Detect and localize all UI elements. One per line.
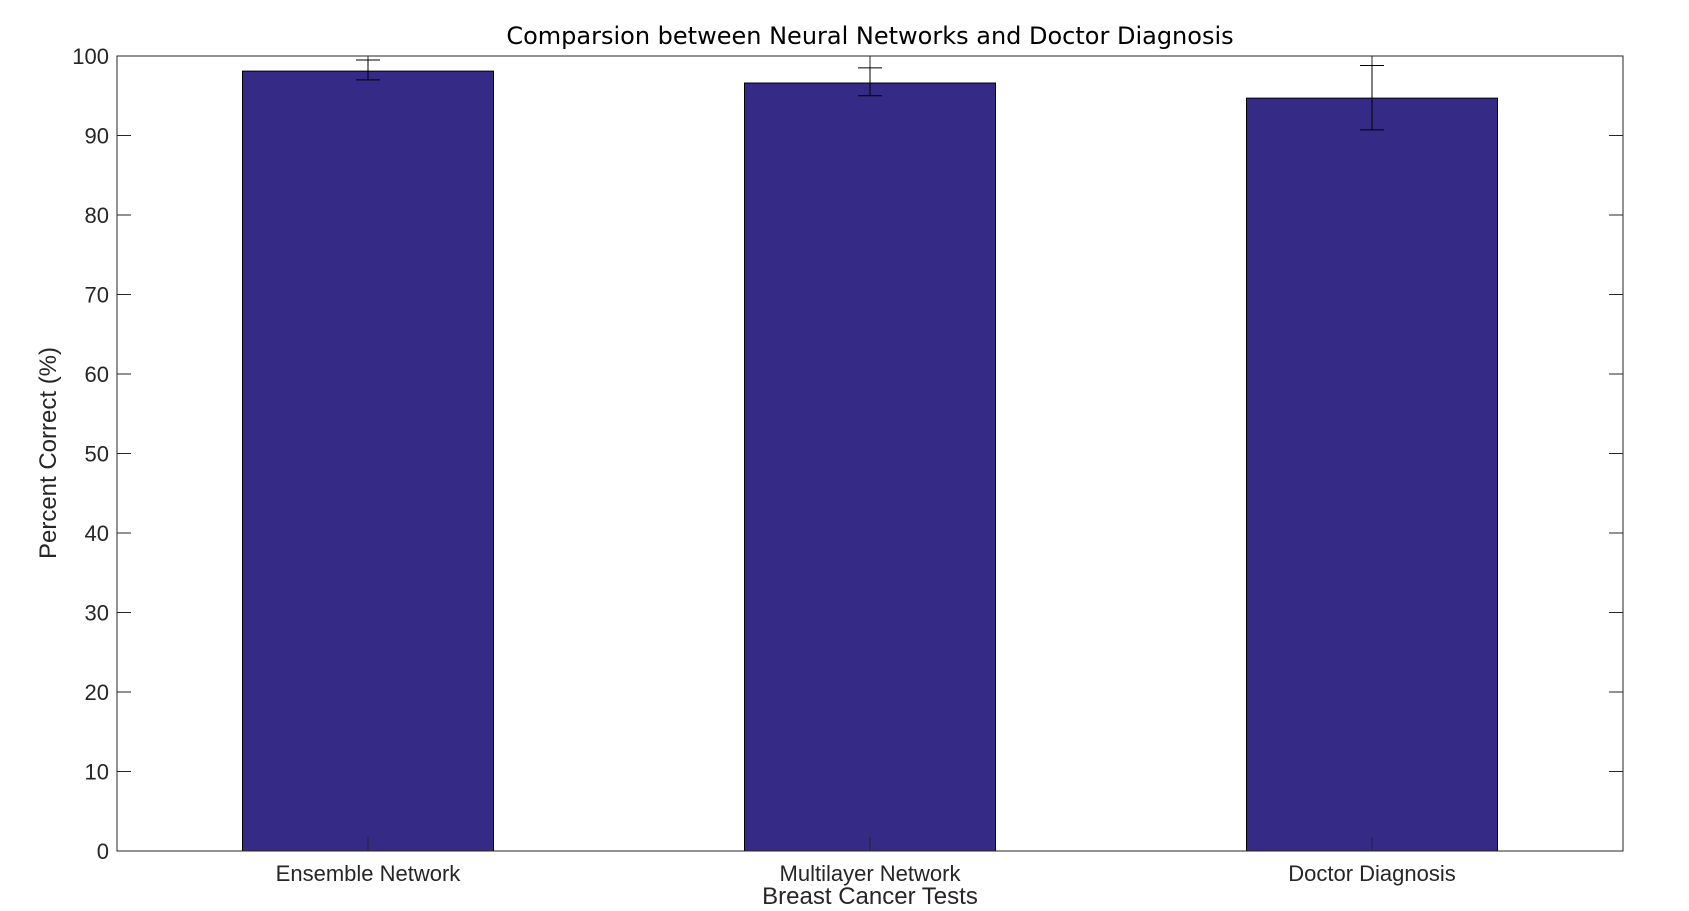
y-tick-label-7: 70 bbox=[85, 283, 109, 308]
bar-1 bbox=[744, 82, 996, 852]
x-axis-title: Breast Cancer Tests bbox=[762, 883, 978, 910]
y-tick-label-0: 0 bbox=[97, 839, 109, 864]
bar-2 bbox=[1246, 97, 1498, 852]
bar-0 bbox=[242, 70, 494, 852]
y-tick-label-5: 50 bbox=[85, 442, 109, 467]
x-tick-label-2: Doctor Diagnosis bbox=[1288, 861, 1456, 886]
y-tick-label-10: 100 bbox=[72, 44, 109, 69]
y-tick-label-4: 40 bbox=[85, 521, 109, 546]
chart-title: Comparsion between Neural Networks and D… bbox=[506, 22, 1233, 50]
y-tick-label-8: 80 bbox=[85, 203, 109, 228]
plot-area: 0 10 20 30 40 50 60 70 80 90 100 Ensemble Network Mu… bbox=[72, 44, 1624, 886]
x-tick-label-1: Multilayer Network bbox=[780, 861, 962, 886]
y-tick-label-1: 10 bbox=[85, 760, 109, 785]
y-axis-title: Percent Correct (%) bbox=[35, 347, 62, 559]
y-tick-label-6: 60 bbox=[85, 362, 109, 387]
y-tick-label-2: 20 bbox=[85, 680, 109, 705]
x-tick-label-0: Ensemble Network bbox=[276, 861, 462, 886]
y-tick-label-9: 90 bbox=[85, 124, 109, 149]
y-tick-label-3: 30 bbox=[85, 601, 109, 626]
